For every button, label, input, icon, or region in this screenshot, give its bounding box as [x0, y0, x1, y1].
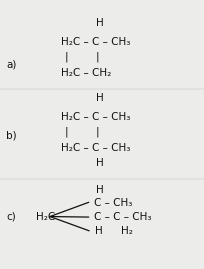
- Text: H: H: [96, 185, 104, 195]
- Text: H: H: [95, 225, 103, 236]
- Text: H₂C – C – CH₃: H₂C – C – CH₃: [61, 37, 131, 47]
- Text: a): a): [6, 59, 17, 70]
- Text: H: H: [96, 18, 104, 28]
- Text: C – CH₃: C – CH₃: [94, 198, 132, 208]
- Text: |: |: [96, 126, 100, 137]
- Text: |: |: [64, 51, 68, 62]
- Text: c): c): [6, 211, 16, 222]
- Text: H: H: [96, 158, 104, 168]
- Text: |: |: [64, 126, 68, 137]
- Text: H₂C – C – CH₃: H₂C – C – CH₃: [61, 112, 131, 122]
- Text: H₂: H₂: [121, 225, 133, 236]
- Text: H: H: [96, 93, 104, 103]
- Text: |: |: [96, 51, 100, 62]
- Text: H₂C – CH₂: H₂C – CH₂: [61, 68, 111, 78]
- Text: C – C – CH₃: C – C – CH₃: [94, 211, 151, 222]
- Text: b): b): [6, 131, 17, 141]
- Text: H₂C: H₂C: [36, 211, 55, 222]
- Text: H₂C – C – CH₃: H₂C – C – CH₃: [61, 143, 131, 153]
